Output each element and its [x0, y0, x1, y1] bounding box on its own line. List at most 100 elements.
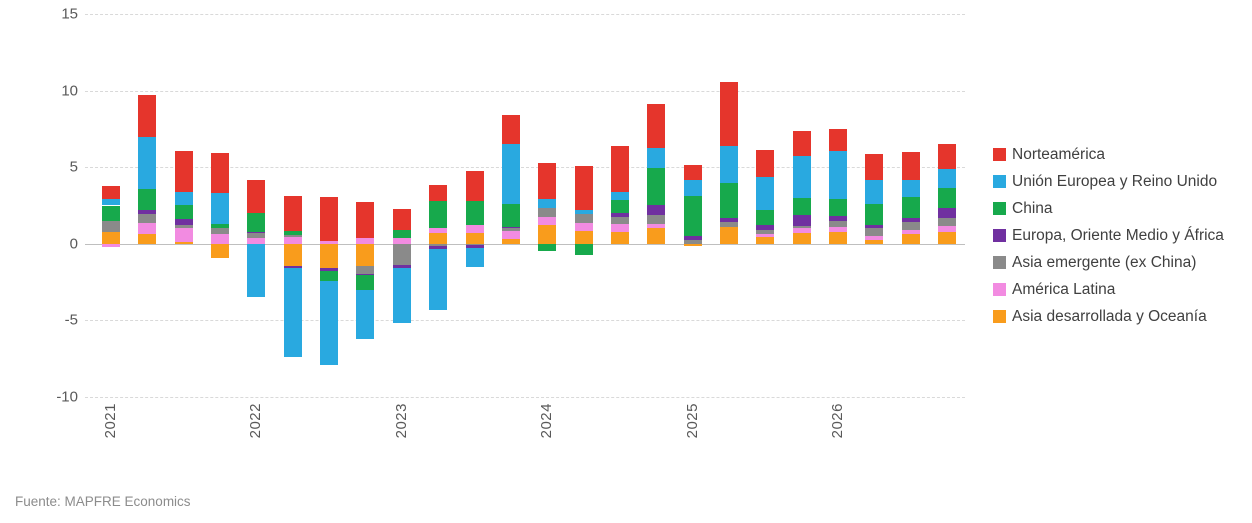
bar-segment	[102, 198, 120, 206]
bar-segment	[465, 248, 484, 267]
bar-segment	[647, 223, 666, 229]
bar-segment	[756, 149, 775, 178]
bar-segment	[392, 267, 411, 324]
bar-segment	[901, 180, 920, 197]
bar-segment	[174, 192, 193, 205]
x-tick-label: 2025	[683, 403, 701, 439]
x-tick-label: 2021	[102, 403, 119, 439]
bar-segment	[938, 169, 957, 189]
bar-segment	[683, 164, 702, 181]
bar-segment	[938, 188, 957, 209]
bar-segment	[647, 215, 666, 224]
bar-segment	[501, 203, 520, 227]
bar-segment	[247, 237, 266, 244]
bar-segment	[756, 210, 775, 226]
bar-segment	[756, 225, 775, 230]
bar-segment	[356, 289, 375, 339]
bar-segment	[719, 145, 738, 184]
gridline	[85, 14, 965, 15]
bar-segment	[356, 243, 375, 266]
bar-segment	[211, 233, 230, 244]
legend-item: América Latina	[993, 276, 1224, 303]
bar-segment	[138, 213, 157, 224]
bar-segment	[429, 200, 448, 228]
zero-gridline	[85, 243, 965, 245]
bar-segment	[574, 213, 593, 224]
bar-segment	[829, 150, 847, 200]
bar-segment	[719, 221, 738, 227]
bar-segment	[356, 201, 375, 238]
bar-segment	[719, 226, 738, 244]
bar-segment	[683, 243, 702, 247]
bar-segment	[320, 280, 339, 365]
bar-segment	[356, 266, 375, 274]
bar-segment	[865, 235, 884, 240]
bar-segment	[392, 237, 411, 244]
bar-segment	[647, 228, 666, 244]
x-tick-label: 2026	[829, 403, 846, 439]
bar-segment	[138, 136, 157, 189]
y-tick-label: -10	[56, 388, 78, 406]
legend-label: China	[1012, 199, 1053, 217]
bar-segment	[211, 152, 230, 194]
bar-segment	[538, 198, 557, 208]
bar-segment	[138, 210, 157, 214]
bar-segment	[538, 216, 557, 226]
bar-segment	[174, 204, 193, 220]
y-tick-label: 0	[69, 235, 78, 253]
bar-segment	[174, 219, 193, 225]
legend-label: Europa, Oriente Medio y África	[1012, 226, 1224, 244]
bar-segment	[719, 183, 738, 218]
legend-swatch-icon	[993, 229, 1006, 242]
y-tick-label: -5	[64, 311, 78, 329]
bar-segment	[174, 151, 193, 193]
bar-segment	[538, 162, 557, 199]
bar-segment	[392, 209, 411, 230]
legend-label: Norteamérica	[1012, 145, 1106, 163]
bar-segment	[174, 224, 193, 229]
bar-segment	[683, 196, 702, 237]
legend-item: Europa, Oriente Medio y África	[993, 222, 1224, 249]
bar-segment	[320, 240, 339, 244]
source-note: Fuente: MAPFRE Economics	[15, 494, 191, 509]
y-tick-label: 10	[61, 82, 78, 100]
bar-segment	[247, 243, 266, 298]
bar-segment	[865, 239, 884, 244]
bar-segment	[501, 226, 520, 229]
bar-segment	[211, 223, 230, 229]
bar-segment	[683, 236, 702, 240]
bar-segment	[610, 213, 629, 217]
bar-segment	[792, 155, 811, 198]
legend-item: Asia desarrollada y Oceanía	[993, 303, 1224, 330]
bar-segment	[501, 115, 520, 145]
bar-segment	[938, 208, 957, 219]
bar-segment	[392, 243, 411, 266]
bar-segment	[247, 231, 266, 234]
bar-segment	[865, 180, 884, 205]
bar-segment	[647, 167, 666, 205]
legend-swatch-icon	[993, 283, 1006, 296]
gridline	[85, 320, 965, 322]
legend-item: China	[993, 195, 1224, 222]
bar-segment	[538, 243, 557, 252]
bar-segment	[465, 225, 484, 234]
bar-segment	[392, 230, 411, 238]
bar-segment	[138, 223, 157, 234]
bar-segment	[247, 180, 266, 214]
bar-segment	[538, 225, 557, 244]
bar-segment	[429, 246, 448, 250]
bar-segment	[574, 230, 593, 244]
bar-segment	[756, 177, 775, 211]
y-tick-label: 15	[61, 5, 78, 23]
bar-segment	[719, 82, 738, 146]
bar-segment	[829, 221, 847, 227]
bar-segment	[283, 243, 302, 266]
bar-segment	[647, 148, 666, 168]
bar-segment	[429, 184, 448, 201]
bar-segment	[429, 233, 448, 244]
bar-segment	[829, 232, 847, 244]
bar-segment	[610, 231, 629, 244]
bar-segment	[865, 154, 884, 181]
bar-segment	[901, 233, 920, 244]
